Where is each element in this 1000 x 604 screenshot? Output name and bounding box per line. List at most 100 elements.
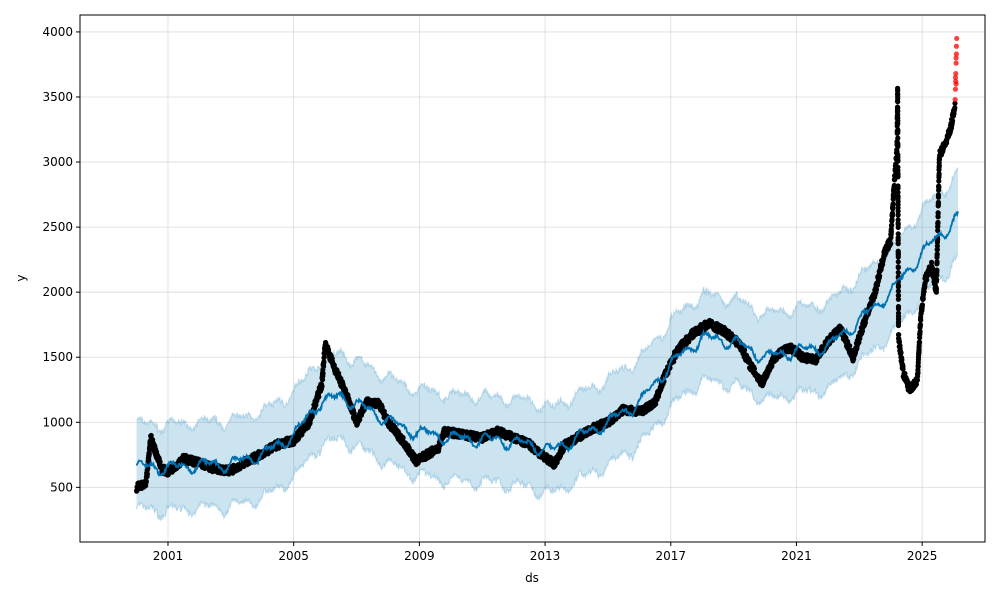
observed-point	[918, 317, 924, 323]
observed-point	[890, 201, 896, 207]
outlier-point	[953, 70, 959, 77]
observed-point	[741, 347, 748, 353]
observed-point	[319, 377, 326, 383]
outlier-point	[953, 81, 959, 87]
observed-point	[889, 222, 895, 228]
observed-point	[895, 293, 902, 299]
observed-point	[934, 251, 940, 257]
observed-point	[895, 135, 901, 141]
observed-point	[751, 366, 758, 372]
observed-point	[895, 105, 901, 111]
lower-bound-line	[136, 252, 959, 522]
observed-point	[895, 231, 901, 237]
observed-point	[895, 208, 901, 214]
observed-point	[895, 87, 901, 93]
interval-fill	[136, 167, 959, 521]
observed-point	[895, 173, 901, 179]
observed-point	[896, 332, 902, 338]
observed-point	[935, 199, 942, 205]
observed-point	[157, 459, 163, 465]
observed-point	[934, 267, 940, 273]
observed-point	[952, 100, 958, 106]
outlier-point	[953, 55, 959, 61]
y-tick-label: 3500	[42, 90, 73, 104]
observed-point	[888, 229, 895, 235]
observed-point	[895, 270, 901, 276]
observed-point	[936, 163, 942, 169]
observed-point	[936, 184, 942, 191]
y-tick-label: 500	[50, 480, 73, 494]
observed-point	[143, 478, 149, 484]
observed-point	[895, 259, 901, 265]
observed-point	[889, 210, 896, 216]
x-tick-label: 2013	[530, 549, 561, 563]
y-tick-label: 3000	[42, 155, 73, 169]
observed-point	[653, 401, 659, 407]
observed-point	[895, 282, 902, 288]
outlier-point	[952, 74, 959, 81]
observed-point	[147, 447, 153, 453]
observed-point	[321, 355, 327, 361]
observed-point	[895, 143, 901, 150]
observed-point	[895, 212, 901, 218]
observed-point	[935, 210, 941, 216]
forecast-path	[135, 211, 959, 477]
observed-point	[144, 471, 150, 477]
x-tick-label: 2009	[404, 549, 435, 563]
outlier-point	[953, 60, 959, 66]
observed-point	[895, 224, 901, 230]
observed-point	[936, 178, 942, 184]
observed-point	[895, 193, 901, 199]
observed-point	[320, 370, 326, 377]
y-tick-label: 4000	[42, 25, 73, 39]
observed-point	[920, 296, 926, 302]
observed-point	[895, 99, 901, 105]
observed-point	[895, 120, 901, 127]
plot-frame	[79, 14, 986, 543]
observed-point	[917, 322, 924, 328]
x-axis-label: ds	[525, 571, 539, 585]
observed-point	[895, 130, 901, 136]
y-tick-label: 1000	[42, 415, 73, 429]
x-tick-label: 2017	[655, 549, 686, 563]
upper-bound-line	[136, 167, 959, 435]
gridlines	[80, 15, 985, 542]
observed-point	[902, 370, 908, 377]
forecast-line	[135, 211, 959, 477]
observed-point	[321, 359, 327, 365]
x-tick-label: 2001	[153, 549, 184, 563]
observed-point	[919, 302, 926, 308]
observed-point	[935, 192, 942, 198]
observed-point	[900, 366, 906, 372]
observed-point	[895, 296, 902, 302]
observed-point	[934, 243, 941, 249]
observed-point	[890, 206, 896, 212]
observed-point	[935, 219, 941, 225]
observed-point	[895, 304, 902, 310]
x-tick-label: 2025	[907, 549, 938, 563]
observed-point	[895, 254, 901, 260]
y-axis-label: y	[14, 274, 28, 281]
observed-point	[950, 118, 956, 124]
observed-point	[916, 347, 922, 353]
observed-point	[936, 171, 942, 177]
observed-point	[319, 383, 325, 389]
observed-point	[934, 259, 940, 265]
outlier-point	[953, 51, 960, 57]
observed-point	[895, 185, 901, 191]
outlier-point	[954, 35, 960, 42]
observed-point	[933, 289, 940, 295]
observed-point	[895, 322, 902, 329]
observed-point	[924, 277, 930, 283]
observed-point	[916, 339, 923, 345]
outlier-point	[953, 43, 960, 49]
observed-point	[952, 105, 958, 111]
observed-point	[873, 286, 880, 293]
y-axis-ticks: 500 1000 1500 2000 2500 3000 3500 4000	[42, 25, 80, 494]
x-axis-ticks: 2001 2005 2009 2013 2017 2021 2025	[153, 542, 938, 563]
x-tick-label: 2005	[278, 549, 309, 563]
observed-point	[895, 288, 902, 294]
outlier-point	[952, 96, 958, 103]
observed-point	[895, 264, 901, 270]
